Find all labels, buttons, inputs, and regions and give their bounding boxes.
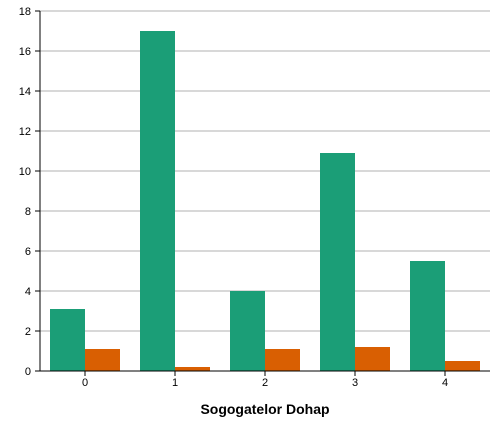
y-tick-label-6: 12	[19, 126, 31, 138]
bar-series-1-cat-1	[140, 31, 175, 371]
y-tick-label-7: 14	[19, 86, 31, 98]
x-tick-label-0: 0	[82, 377, 88, 389]
y-tick-label-8: 16	[19, 46, 31, 58]
x-tick-label-1: 1	[172, 377, 178, 389]
gridlines	[40, 10, 490, 372]
y-tick-label-4: 8	[25, 206, 31, 218]
y-axis-ticks: 0 2 4 6 8 10 12 14 16 18	[19, 6, 40, 378]
bar-group	[50, 31, 480, 371]
bar-series-2-cat-4	[445, 361, 480, 371]
bar-series-2-cat-1	[175, 367, 210, 371]
x-tick-label-4: 4	[442, 377, 448, 389]
bar-series-1-cat-0	[50, 309, 85, 371]
bar-series-2-cat-3	[355, 347, 390, 371]
y-tick-label-0: 0	[25, 366, 31, 378]
bar-series-1-cat-3	[320, 153, 355, 371]
x-tick-label-2: 2	[262, 377, 268, 389]
bar-series-2-cat-0	[85, 349, 120, 371]
bar-series-2-cat-2	[265, 349, 300, 371]
y-tick-label-1: 2	[25, 326, 31, 338]
y-tick-label-2: 4	[25, 286, 31, 298]
bar-series-1-cat-2	[230, 291, 265, 371]
x-axis-ticks: 0 1 2 3 4	[82, 371, 448, 389]
y-tick-label-9: 18	[19, 6, 31, 18]
y-tick-label-5: 10	[19, 166, 31, 178]
y-tick-label-3: 6	[25, 246, 31, 258]
x-axis-title: Sogogatelor Dohap	[200, 401, 329, 417]
x-tick-label-3: 3	[352, 377, 358, 389]
bar-series-1-cat-4	[410, 261, 445, 371]
